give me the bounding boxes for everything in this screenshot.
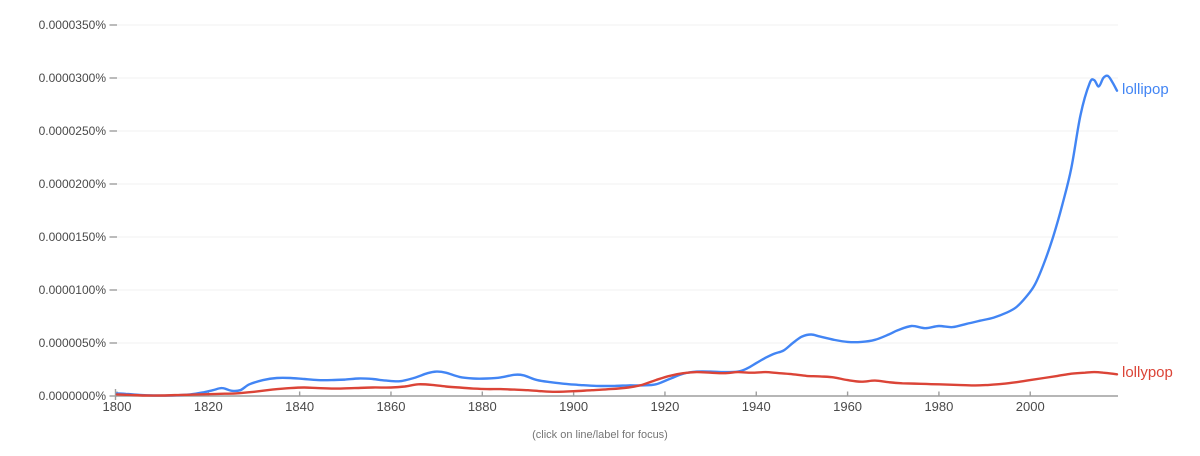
series-label-lollipop[interactable]: lollipop — [1122, 80, 1169, 98]
x-tick-label: 1900 — [559, 399, 589, 414]
y-tick-label: 0.0000200% — [38, 177, 106, 191]
y-tick-label: 0.0000300% — [38, 71, 106, 85]
x-tick-label: 1840 — [285, 399, 315, 414]
x-tick-label: 1820 — [193, 399, 223, 414]
focus-hint-text: (click on line/label for focus) — [532, 429, 668, 441]
y-tick-label: 0.0000250% — [38, 124, 106, 138]
x-tick-label: 2000 — [1015, 399, 1045, 414]
x-tick-label: 1880 — [467, 399, 497, 414]
line-lollipop[interactable] — [115, 74, 1119, 397]
x-tick-label: 1800 — [102, 399, 132, 414]
y-tick-label: 0.0000100% — [38, 283, 106, 297]
x-tick-label: 1940 — [741, 399, 771, 414]
x-tick-label: 1960 — [833, 399, 863, 414]
x-tick-label: 1920 — [650, 399, 680, 414]
y-tick-label: 0.0000050% — [38, 336, 106, 350]
x-tick-label: 1860 — [376, 399, 406, 414]
y-tick-label: 0.0000150% — [38, 230, 106, 244]
series-label-lollypop[interactable]: lollypop — [1122, 364, 1173, 382]
line-lollypop[interactable] — [115, 370, 1119, 397]
x-tick-label: 1980 — [924, 399, 954, 414]
y-tick-label: 0.0000350% — [38, 18, 106, 32]
y-tick-label: 0.0000000% — [38, 389, 106, 403]
